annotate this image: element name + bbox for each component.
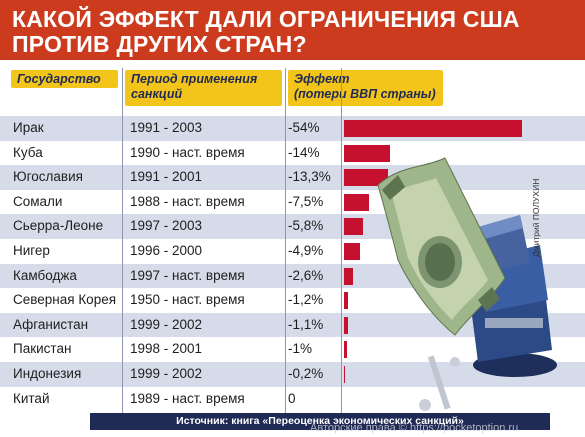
effect-data-label: -1,2% (288, 292, 324, 308)
header-period-line-1: Период применения (131, 72, 258, 86)
effect-data-label: -0,2% (288, 366, 324, 381)
country-cell: Китай (13, 390, 50, 406)
gdp-loss-bar (344, 366, 345, 383)
effect-data-label: 0 (288, 390, 296, 406)
table-row: Камбоджа 1997 - наст. время -2,6% (0, 263, 585, 289)
period-cell: 1999 - 2002 (130, 366, 203, 381)
source-note: Источник: книга «Переоценка экономически… (90, 413, 550, 430)
table-row: Куба 1990 - наст. время -14% (0, 140, 585, 166)
period-cell: 1950 - наст. время (130, 292, 245, 308)
watermark: Авторские права © https://pocketoption.r… (310, 422, 519, 434)
header-effect: Эффект (потери ВВП страны) (288, 70, 443, 106)
table-row: Югославия 1991 - 2001 -13,3% (0, 165, 585, 190)
column-divider (285, 68, 286, 414)
gdp-loss-bar (344, 267, 353, 285)
table-row: Индонезия 1999 - 2002 -0,2% (0, 362, 585, 387)
country-cell: Пакистан (13, 341, 72, 357)
period-cell: 1996 - 2000 (130, 243, 203, 258)
period-cell: 1997 - наст. время (130, 267, 245, 283)
period-cell: 1997 - 2003 (130, 218, 203, 234)
effect-data-label: -5,8% (288, 218, 324, 234)
table-row: Нигер 1996 - 2000 -4,9% (0, 239, 585, 264)
table-row: Афганистан 1999 - 2002 -1,1% (0, 312, 585, 338)
effect-data-label: -13,3% (288, 169, 331, 185)
period-cell: 1988 - наст. время (130, 193, 245, 209)
table-row: Северная Корея 1950 - наст. время -1,2% (0, 288, 585, 313)
country-cell: Сьерра-Леоне (13, 218, 104, 234)
gdp-loss-bar (344, 169, 388, 187)
header-effect-line-1: Эффект (294, 72, 350, 86)
column-divider (122, 68, 123, 414)
effect-data-label: -7,5% (288, 193, 324, 209)
effect-data-label: -54% (288, 120, 320, 135)
country-cell: Нигер (13, 243, 50, 258)
gdp-loss-bar (344, 243, 361, 260)
country-cell: Северная Корея (13, 292, 117, 308)
gdp-loss-bar (344, 144, 391, 162)
gdp-loss-bar (344, 341, 348, 359)
effect-data-label: -4,9% (288, 243, 324, 258)
effect-data-label: -14% (288, 144, 320, 160)
column-divider (341, 68, 342, 414)
effect-data-label: -1% (288, 341, 313, 357)
country-cell: Югославия (13, 169, 83, 185)
table-row: Пакистан 1998 - 2001 -1% (0, 337, 585, 362)
period-cell: 1991 - 2003 (130, 120, 203, 135)
country-cell: Афганистан (13, 316, 89, 332)
period-cell: 1990 - наст. время (130, 144, 245, 160)
header-period-line-2: санкций (131, 87, 183, 101)
gdp-loss-bar (344, 292, 348, 310)
gdp-loss-bar (344, 120, 522, 137)
country-cell: Сомали (13, 193, 63, 209)
period-cell: 1989 - наст. время (130, 390, 245, 406)
table-row: Ирак 1991 - 2003 -54% (0, 116, 585, 141)
gdp-loss-bar (344, 218, 364, 236)
header-period: Период применения санкций (125, 70, 282, 106)
country-cell: Ирак (13, 120, 44, 135)
header-country-label: Государство (17, 72, 101, 86)
period-cell: 1991 - 2001 (130, 169, 203, 185)
table-row: Сомали 1988 - наст. время -7,5% (0, 189, 585, 215)
gdp-loss-bar (344, 193, 369, 211)
country-cell: Куба (13, 144, 43, 160)
title-line-1: КАКОЙ ЭФФЕКТ ДАЛИ ОГРАНИЧЕНИЯ США (12, 6, 520, 32)
title-line-2: ПРОТИВ ДРУГИХ СТРАН? (12, 31, 307, 57)
table-row: Китай 1989 - наст. время 0 (0, 386, 585, 412)
effect-data-label: -1,1% (288, 316, 324, 332)
country-cell: Камбоджа (13, 267, 77, 283)
header-effect-line-2: (потери ВВП страны) (294, 87, 436, 101)
chart-title: КАКОЙ ЭФФЕКТ ДАЛИ ОГРАНИЧЕНИЯ США ПРОТИВ… (0, 0, 585, 60)
period-cell: 1998 - 2001 (130, 341, 203, 357)
table-row: Сьерра-Леоне 1997 - 2003 -5,8% (0, 214, 585, 239)
effect-data-label: -2,6% (288, 267, 324, 283)
period-cell: 1999 - 2002 (130, 316, 203, 332)
author-credit: Дмитрий ПОЛУХИН (531, 178, 541, 258)
country-cell: Индонезия (13, 366, 82, 381)
header-country: Государство (11, 70, 118, 88)
gdp-loss-bar (344, 316, 348, 334)
